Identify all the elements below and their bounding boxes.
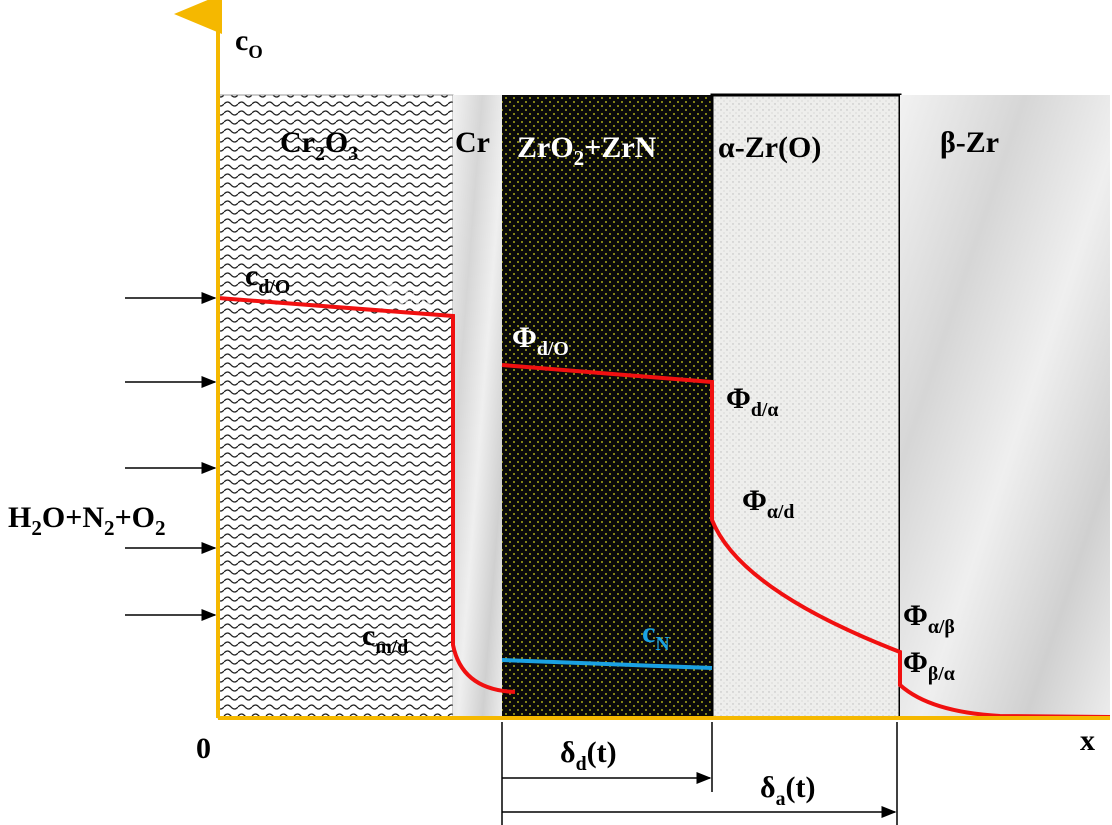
label-part: d/m (398, 288, 431, 310)
label-part: d/O (258, 276, 290, 298)
label-part: d/O (537, 338, 569, 360)
annotation: δa(t) (760, 771, 815, 810)
label-part: δ (760, 771, 776, 804)
label-part: x (1080, 724, 1095, 757)
label-part: O+N (42, 501, 104, 534)
annotation: δd(t) (560, 736, 617, 775)
label-part: 3 (348, 143, 358, 165)
label-part: N (655, 633, 670, 655)
layer-label: Cr (455, 126, 490, 159)
label-part: c (385, 271, 398, 304)
label-part: 2 (574, 146, 585, 170)
y-axis-label: cO (235, 24, 263, 62)
label-part: β-Zr (940, 126, 999, 159)
label-part: (t) (587, 736, 617, 769)
label-part: c (235, 24, 248, 57)
label-part: Cr (280, 126, 315, 159)
label-part: δ (560, 736, 576, 769)
label-part: +ZrN (584, 131, 656, 164)
layer-label: α-Zr(O) (718, 131, 821, 164)
label-part: Φ (903, 599, 928, 632)
layer-zro2 (502, 95, 712, 718)
layer-cr (453, 95, 502, 718)
label-part: Φ (726, 382, 751, 415)
label-part: (t) (785, 771, 815, 804)
inflow-arrows (125, 298, 215, 615)
label-part: β/α (928, 663, 955, 685)
label-part: 0 (196, 732, 211, 765)
label-part: c (642, 616, 655, 649)
label-part: α-Zr(O) (718, 131, 821, 164)
label-part: H (8, 501, 31, 534)
label-part: 2 (104, 516, 115, 540)
label-part: O (325, 126, 348, 159)
label-part: 2 (155, 516, 166, 540)
label-part: m/d (375, 636, 408, 658)
label-part: Φ (742, 484, 767, 517)
label-part: d (576, 753, 587, 775)
label-part: 2 (31, 516, 42, 540)
label-part: Φ (512, 321, 537, 354)
label-part: Cr (455, 126, 490, 159)
label-part: O (248, 42, 262, 62)
label-part: α/d (767, 501, 795, 523)
label-part: ZrO (517, 131, 574, 164)
label-part: c (362, 619, 375, 652)
layer-label: β-Zr (940, 126, 999, 159)
label-part: α/β (928, 616, 955, 638)
label-part: d/α (751, 399, 779, 421)
label-part: Φ (903, 646, 928, 679)
diagram: cO0xCr2O3CrZrO2+ZrNα-Zr(O)β-Zrcd/Ocd/mcm… (0, 0, 1112, 825)
origin-label: 0 (196, 732, 211, 765)
layer-cr2o3 (218, 95, 453, 718)
label-part: +O (115, 501, 155, 534)
label-part: a (776, 788, 786, 810)
x-axis-label: x (1080, 724, 1095, 757)
label-part: c (245, 259, 258, 292)
annotation: H2O+N2+O2 (8, 501, 166, 540)
label-part: 2 (315, 143, 325, 165)
layers (218, 95, 1110, 718)
